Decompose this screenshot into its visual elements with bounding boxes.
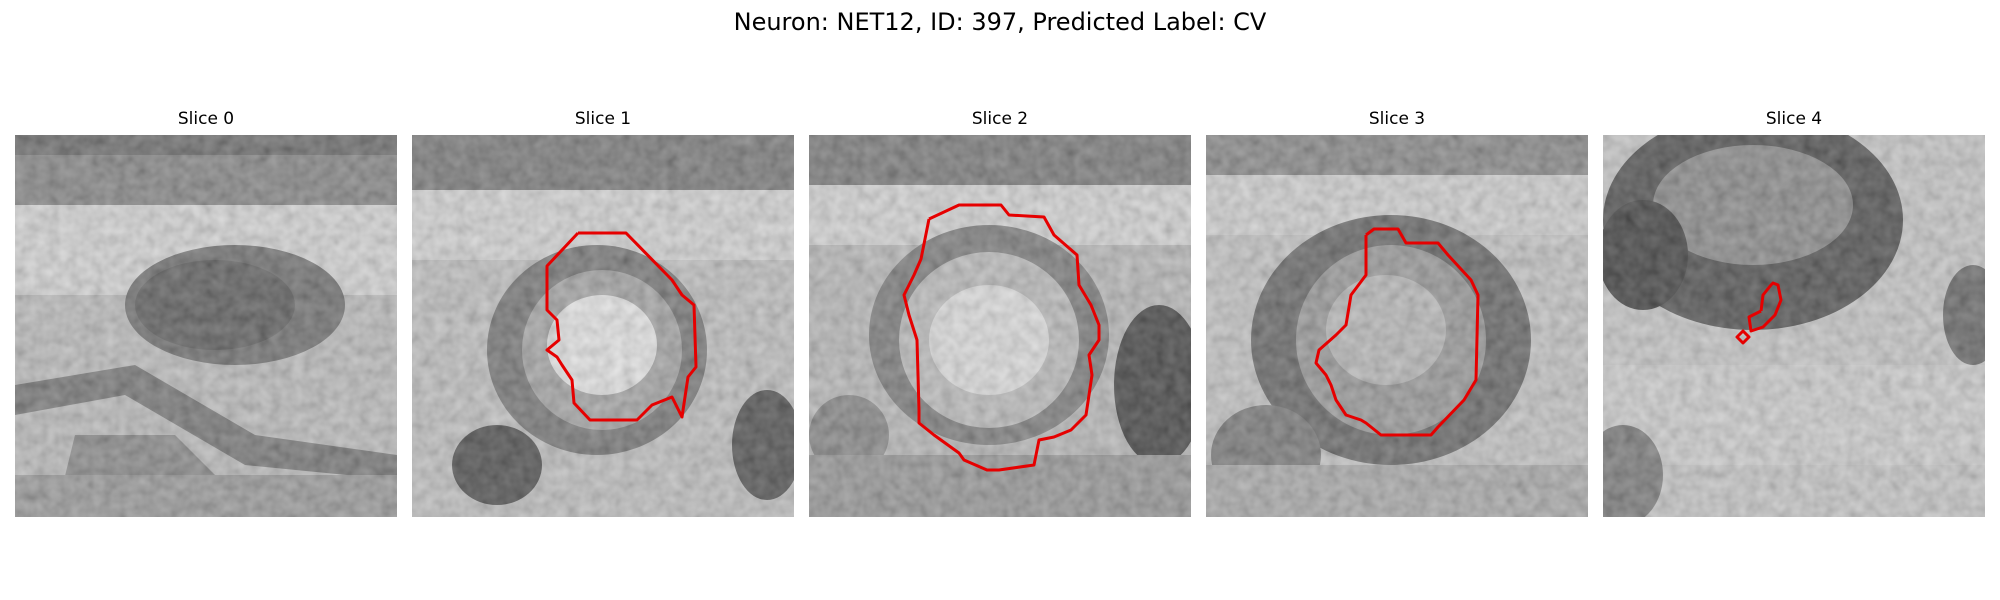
slice-title-2: Slice 2 xyxy=(971,109,1029,129)
slice-title-1: Slice 1 xyxy=(574,109,632,129)
slice-title-0: Slice 0 xyxy=(177,109,235,129)
slice-panel-1: Slice 1 xyxy=(412,107,794,517)
slice-panel-3: Slice 3 xyxy=(1206,107,1588,517)
slice-panel-4: Slice 4 xyxy=(1603,107,1985,517)
slice-image-2 xyxy=(809,135,1191,517)
figure-title: Neuron: NET12, ID: 397, Predicted Label:… xyxy=(733,8,1267,36)
slice-image-1 xyxy=(412,135,794,517)
slice-image-0 xyxy=(15,135,397,517)
slice-panel-0: Slice 0 xyxy=(15,107,397,517)
slice-title-4: Slice 4 xyxy=(1765,109,1823,129)
slice-image-3 xyxy=(1206,135,1588,517)
slice-panel-2: Slice 2 xyxy=(809,107,1191,517)
slice-title-3: Slice 3 xyxy=(1368,109,1426,129)
slice-image-4 xyxy=(1603,135,1985,517)
